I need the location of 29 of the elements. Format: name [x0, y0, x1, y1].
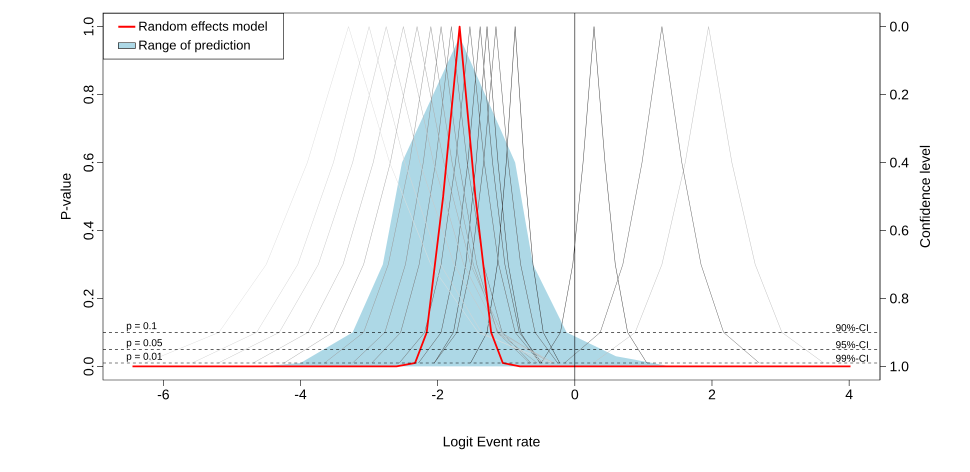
annotation: 90%-CI — [836, 324, 868, 332]
legend-label: Range of prediction — [139, 40, 250, 52]
ref-line-label: p = 0.01 — [126, 352, 162, 362]
y-axis-title: P-value — [60, 173, 71, 220]
y2-axis-title: Confidence level — [920, 146, 930, 248]
annotation: 99%-CI — [836, 354, 868, 362]
x-tick-label: 4 — [846, 390, 853, 400]
y-tick-label: 0.2 — [84, 289, 94, 308]
x-tick-label: 0 — [571, 390, 578, 400]
legend-label: Random effects model — [139, 21, 267, 31]
y-tick-label: 0.6 — [84, 153, 94, 172]
y2-tick-label: 0.8 — [890, 294, 908, 304]
x-tick-label: -2 — [432, 390, 444, 400]
y2-tick-label: 1.0 — [890, 361, 908, 372]
y-tick-label: 1.0 — [84, 17, 94, 36]
y2-tick-label: 0.2 — [890, 90, 908, 100]
ref-line-label: p = 0.05 — [126, 339, 162, 348]
x-tick-label: 2 — [708, 390, 716, 400]
y-tick-label: 0.4 — [84, 221, 94, 240]
y-tick-label: 0.8 — [84, 85, 94, 104]
annotation: 95%-CI — [836, 341, 868, 348]
ref-line-label: p = 0.1 — [126, 322, 156, 332]
x-axis-title: Logit Event rate — [444, 436, 540, 450]
y2-tick-label: 0.6 — [890, 226, 908, 236]
y2-tick-label: 0.0 — [890, 22, 908, 32]
x-tick-label: -4 — [294, 390, 306, 400]
y-tick-label: 0.0 — [84, 357, 94, 376]
y2-tick-label: 0.4 — [890, 158, 909, 168]
x-tick-label: -6 — [158, 390, 169, 400]
